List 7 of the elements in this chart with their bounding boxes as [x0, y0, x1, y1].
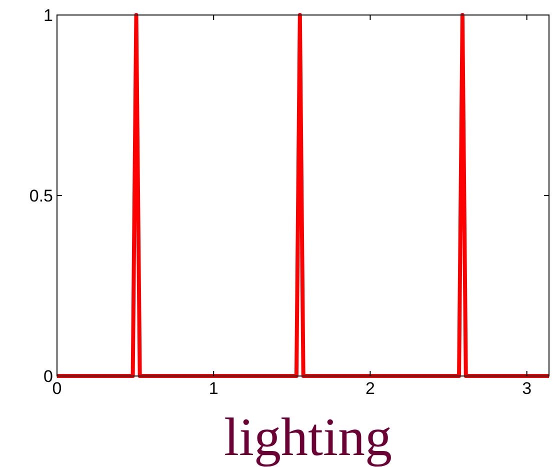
x-tick-label: 3 — [522, 379, 532, 398]
y-tick-label: 1 — [44, 6, 53, 25]
x-tick-label: 1 — [208, 379, 218, 398]
x-tick-label: 2 — [365, 379, 375, 398]
x-axis-title: lighting — [224, 407, 392, 467]
y-tick-label: 0.5 — [29, 186, 53, 206]
y-tick-label: 0 — [44, 366, 53, 386]
